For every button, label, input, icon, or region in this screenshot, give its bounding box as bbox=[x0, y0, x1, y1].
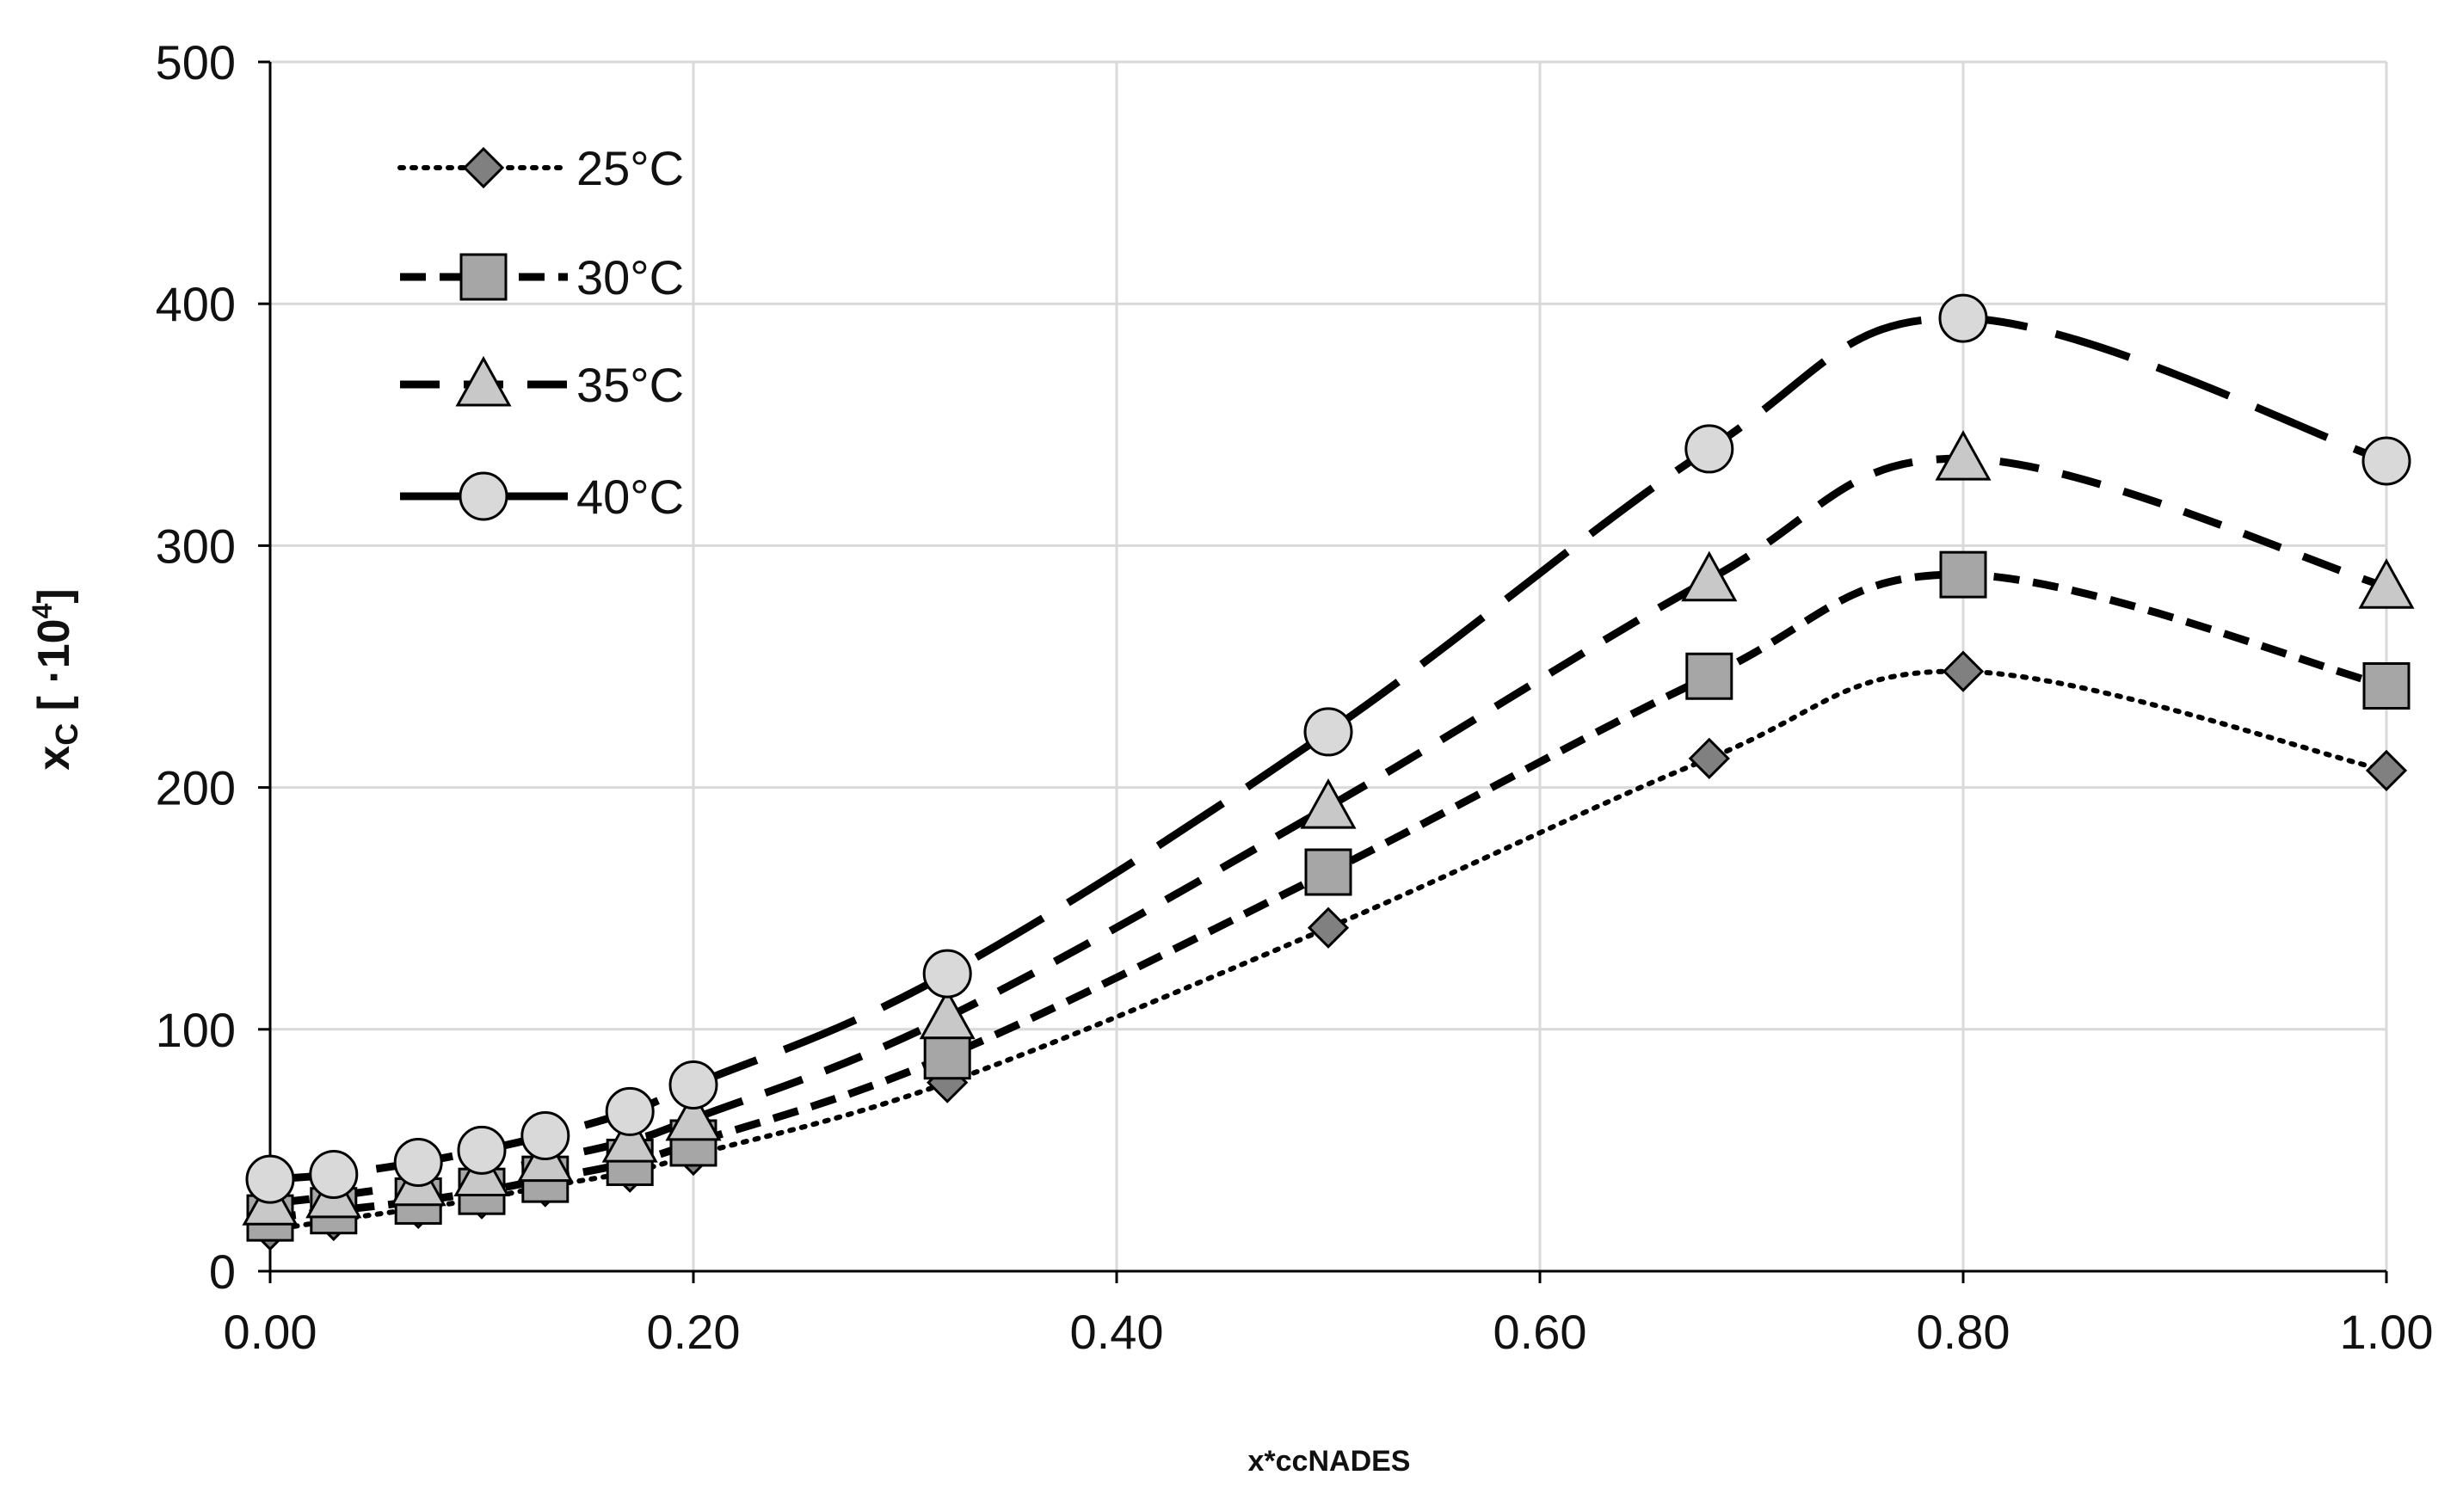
data-point-series-3 bbox=[1681, 550, 1738, 602]
svg-text:xC [ ·104]: xC [ ·104] bbox=[27, 588, 84, 770]
data-point-series-1 bbox=[1688, 737, 1730, 779]
legend-label-4: 40°C bbox=[576, 470, 684, 524]
data-point-series-3 bbox=[919, 988, 976, 1040]
y-tick-label: 500 bbox=[156, 35, 236, 89]
legend-marker-4 bbox=[459, 471, 508, 521]
data-point-series-4 bbox=[1938, 293, 1988, 343]
legend-label-1: 25°C bbox=[576, 141, 684, 195]
data-point-series-2 bbox=[1685, 652, 1733, 700]
series-markers bbox=[242, 293, 2415, 1251]
gridlines bbox=[270, 60, 2388, 1271]
axes bbox=[258, 60, 2388, 1283]
legend: 25°C 30°C 35°C 40°C bbox=[397, 141, 684, 524]
x-axis-label: x*ccNADES bbox=[1248, 1445, 1411, 1478]
y-tick-label: 100 bbox=[156, 1003, 236, 1057]
series-line-3 bbox=[269, 454, 2388, 1208]
data-point-series-2 bbox=[923, 1032, 971, 1080]
data-point-series-3 bbox=[1935, 430, 1992, 481]
legend-label-2: 30°C bbox=[576, 250, 684, 304]
legend-marker-3 bbox=[455, 355, 512, 407]
y-axis-label-bracket-open: [ ·10 bbox=[29, 618, 79, 722]
data-point-series-4 bbox=[2361, 436, 2411, 486]
series-line-4 bbox=[269, 314, 2388, 1183]
data-point-series-2 bbox=[1939, 550, 1987, 599]
legend-label-3: 35°C bbox=[576, 358, 684, 412]
data-point-series-4 bbox=[520, 1111, 570, 1161]
data-point-series-2 bbox=[2362, 661, 2411, 710]
data-point-series-4 bbox=[245, 1154, 295, 1204]
data-point-series-3 bbox=[665, 1090, 722, 1141]
y-tick-label: 400 bbox=[156, 277, 236, 331]
data-point-series-4 bbox=[393, 1137, 443, 1187]
y-axis-label-subscript: C bbox=[49, 723, 84, 746]
legend-marker-1 bbox=[462, 146, 505, 189]
x-tick-label: 0.20 bbox=[647, 1305, 741, 1359]
tick-labels: 0 100 200 300 400 500 0.00 0.20 0.40 0.60 0.80 1.00 bbox=[156, 35, 2434, 1359]
y-tick-label: 0 bbox=[209, 1245, 236, 1299]
y-tick-label: 300 bbox=[156, 519, 236, 573]
legend-marker-2 bbox=[459, 253, 508, 301]
y-axis-label-bracket-close: ] bbox=[29, 588, 79, 603]
data-point-series-4 bbox=[668, 1060, 718, 1109]
data-point-series-1 bbox=[1307, 907, 1350, 949]
data-point-series-4 bbox=[605, 1086, 655, 1136]
series-lines bbox=[268, 314, 2389, 1233]
data-point-series-4 bbox=[922, 949, 972, 999]
x-tick-label: 0.40 bbox=[1070, 1305, 1164, 1359]
data-point-series-1 bbox=[1942, 650, 1985, 692]
y-axis-label: xC [ ·104] bbox=[27, 588, 84, 770]
x-tick-label: 0.60 bbox=[1493, 1305, 1587, 1359]
data-point-series-4 bbox=[1303, 707, 1353, 757]
y-tick-label: 200 bbox=[156, 761, 236, 815]
data-point-series-1 bbox=[2365, 749, 2408, 792]
x-tick-label: 0.80 bbox=[1917, 1305, 2010, 1359]
data-point-series-2 bbox=[1304, 848, 1352, 896]
data-point-series-4 bbox=[457, 1125, 507, 1175]
data-point-series-4 bbox=[309, 1150, 359, 1200]
data-point-series-3 bbox=[2358, 558, 2415, 609]
x-tick-label: 0.00 bbox=[224, 1305, 317, 1359]
x-tick-label: 1.00 bbox=[2340, 1305, 2434, 1359]
y-axis-label-main: x bbox=[29, 746, 79, 771]
y-axis-label-superscript: 4 bbox=[27, 603, 58, 618]
data-point-series-4 bbox=[1684, 424, 1734, 474]
data-point-series-3 bbox=[601, 1112, 658, 1163]
data-point-series-3 bbox=[1300, 778, 1357, 829]
